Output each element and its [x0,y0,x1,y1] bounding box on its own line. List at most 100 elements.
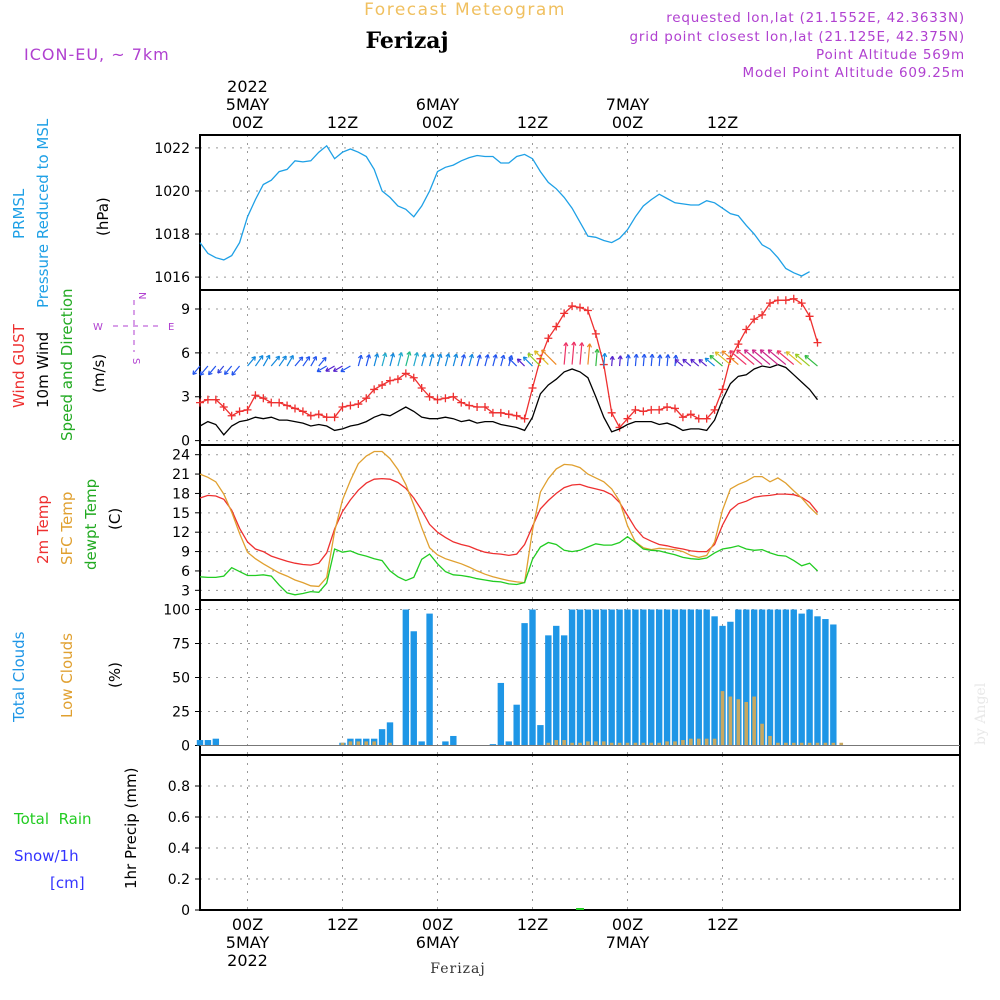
ytick-label: 1020 [154,184,190,200]
ytick-label: 3 [181,583,190,599]
gust-marker [734,340,743,349]
low-cloud-bar [348,741,353,746]
wind-arrow-head [398,352,404,357]
top-tick-label: 12Z [327,113,358,132]
ytick-label: 6 [181,564,190,580]
wind-arrow-head [340,367,345,373]
wind-arrow [476,354,481,367]
wind-arrow-head [275,355,281,361]
wind-arrow-head [508,354,514,360]
wind-arrow-head [258,355,264,360]
wind-arrow-head [736,349,741,354]
gust-marker [425,392,434,401]
gust-marker [441,394,450,403]
gust-marker [409,373,418,382]
ytick-label: 24 [172,448,190,464]
wind-arrow [690,358,700,367]
total-cloud-bar [418,741,425,746]
wind-arrow-head [594,348,600,353]
low-cloud-bar [823,742,828,746]
wind-arrow-head [649,353,655,359]
wind-arrow-head [804,354,809,360]
gust-marker [742,325,751,334]
wind-arrow [254,355,264,367]
ytick-label: 6 [181,346,190,362]
wind-arrow-head [199,371,205,376]
wind-arrow [389,353,394,367]
wind-arrow-head [492,354,498,359]
pressure-label-2: Pressure Reduced to MSL [34,118,52,308]
gust-marker [196,398,204,407]
low-cloud-bar [736,699,741,746]
compass-e: E [168,322,174,333]
wind-arrow [0,0,841,366]
wind-arrow-head [571,341,577,346]
ytick-label: 50 [172,671,190,687]
temp-unit: (C) [106,508,124,530]
gust-marker [219,402,228,411]
wind-arrow-head [729,350,734,355]
top-tick-label: 00Z [612,113,643,132]
wind-arrow [278,355,287,367]
wind-arrow [714,351,731,366]
total-cloud-bar [719,625,726,746]
total-cloud-bar [386,722,394,746]
requested-coords: requested lon,lat (21.1552E, 42.3633N) [666,10,965,26]
wind-arrow [579,342,583,365]
low-cloud-bar [673,741,677,746]
wind-arrow-head [516,358,522,363]
low-cloud-bar [617,742,622,746]
gust-marker [639,407,648,416]
total-cloud-bar [497,682,505,746]
total-cloud-bar [750,609,758,746]
wind-arrow [340,365,351,373]
gust-marker [473,402,482,411]
wind-arrow [405,351,411,367]
2m-temp-series [199,477,819,566]
gust-marker [678,413,687,422]
wind-arrow [316,365,327,373]
total-cloud-bar [790,609,797,746]
total-cloud-bar [782,609,790,746]
gust-marker [718,385,727,394]
wind-arrow-head [698,358,703,364]
wind-arrow-head [500,354,506,360]
total-cloud-bar [402,609,410,746]
total-cloud-bar [806,609,813,746]
total-cloud-bar [576,609,584,746]
wind-arrow-head [563,342,569,347]
ytick-label: 0 [181,738,190,754]
dewpt-temp-series [199,535,818,596]
low-cloud-bar [728,696,733,746]
wind-arrow-head [579,342,585,347]
wind-arrow [595,349,598,367]
total-cloud-bar [822,619,829,746]
total-cloud-bar [671,609,679,746]
low-cloud-bar [720,691,725,746]
total-cloud-bar [735,609,742,746]
gust-marker [647,405,656,414]
gust-marker [750,315,759,324]
wind-arrow-head [414,352,420,357]
total-cloud-bar [814,616,821,746]
wind-arrow-head [305,355,311,361]
wind-arrow-head [429,353,435,358]
total-cloud-bar [204,740,212,746]
wind-arrow [736,349,755,366]
wind-arrow [527,353,541,367]
total-cloud-bar [727,621,734,746]
dew-label: dewpt Temp [82,479,100,570]
wind-arrow [492,354,497,367]
wind-arrow [444,353,450,367]
gust-marker [370,385,379,394]
gust-marker [275,398,284,407]
total-cloud-label: Total Clouds [10,631,28,723]
wind-arrow [500,354,505,367]
gust-marker [378,381,387,390]
total-cloud-bar [766,609,774,746]
low-cloud-bar [696,738,701,746]
wind-arrow-head [325,367,330,372]
low-cloud-bar [641,742,646,746]
